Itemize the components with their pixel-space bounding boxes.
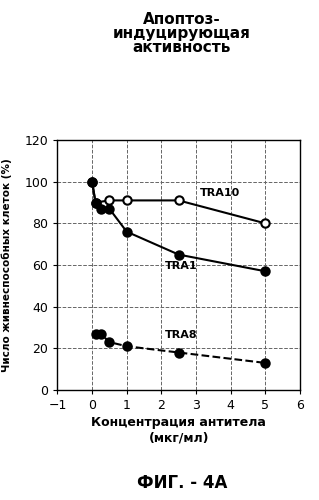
Text: TRA8: TRA8: [165, 330, 197, 340]
Text: активность: активность: [133, 40, 231, 54]
Text: TRA1: TRA1: [165, 261, 197, 271]
Text: Апоптоз-: Апоптоз-: [143, 12, 221, 28]
Text: индуцирующая: индуцирующая: [113, 26, 251, 41]
Text: Число живнеспособных клеток (%): Число живнеспособных клеток (%): [1, 158, 11, 372]
X-axis label: Концентрация антитела
(мкг/мл): Концентрация антитела (мкг/мл): [91, 416, 266, 444]
Text: TRA10: TRA10: [199, 188, 240, 198]
Text: ФИГ. - 4А: ФИГ. - 4А: [137, 474, 227, 492]
